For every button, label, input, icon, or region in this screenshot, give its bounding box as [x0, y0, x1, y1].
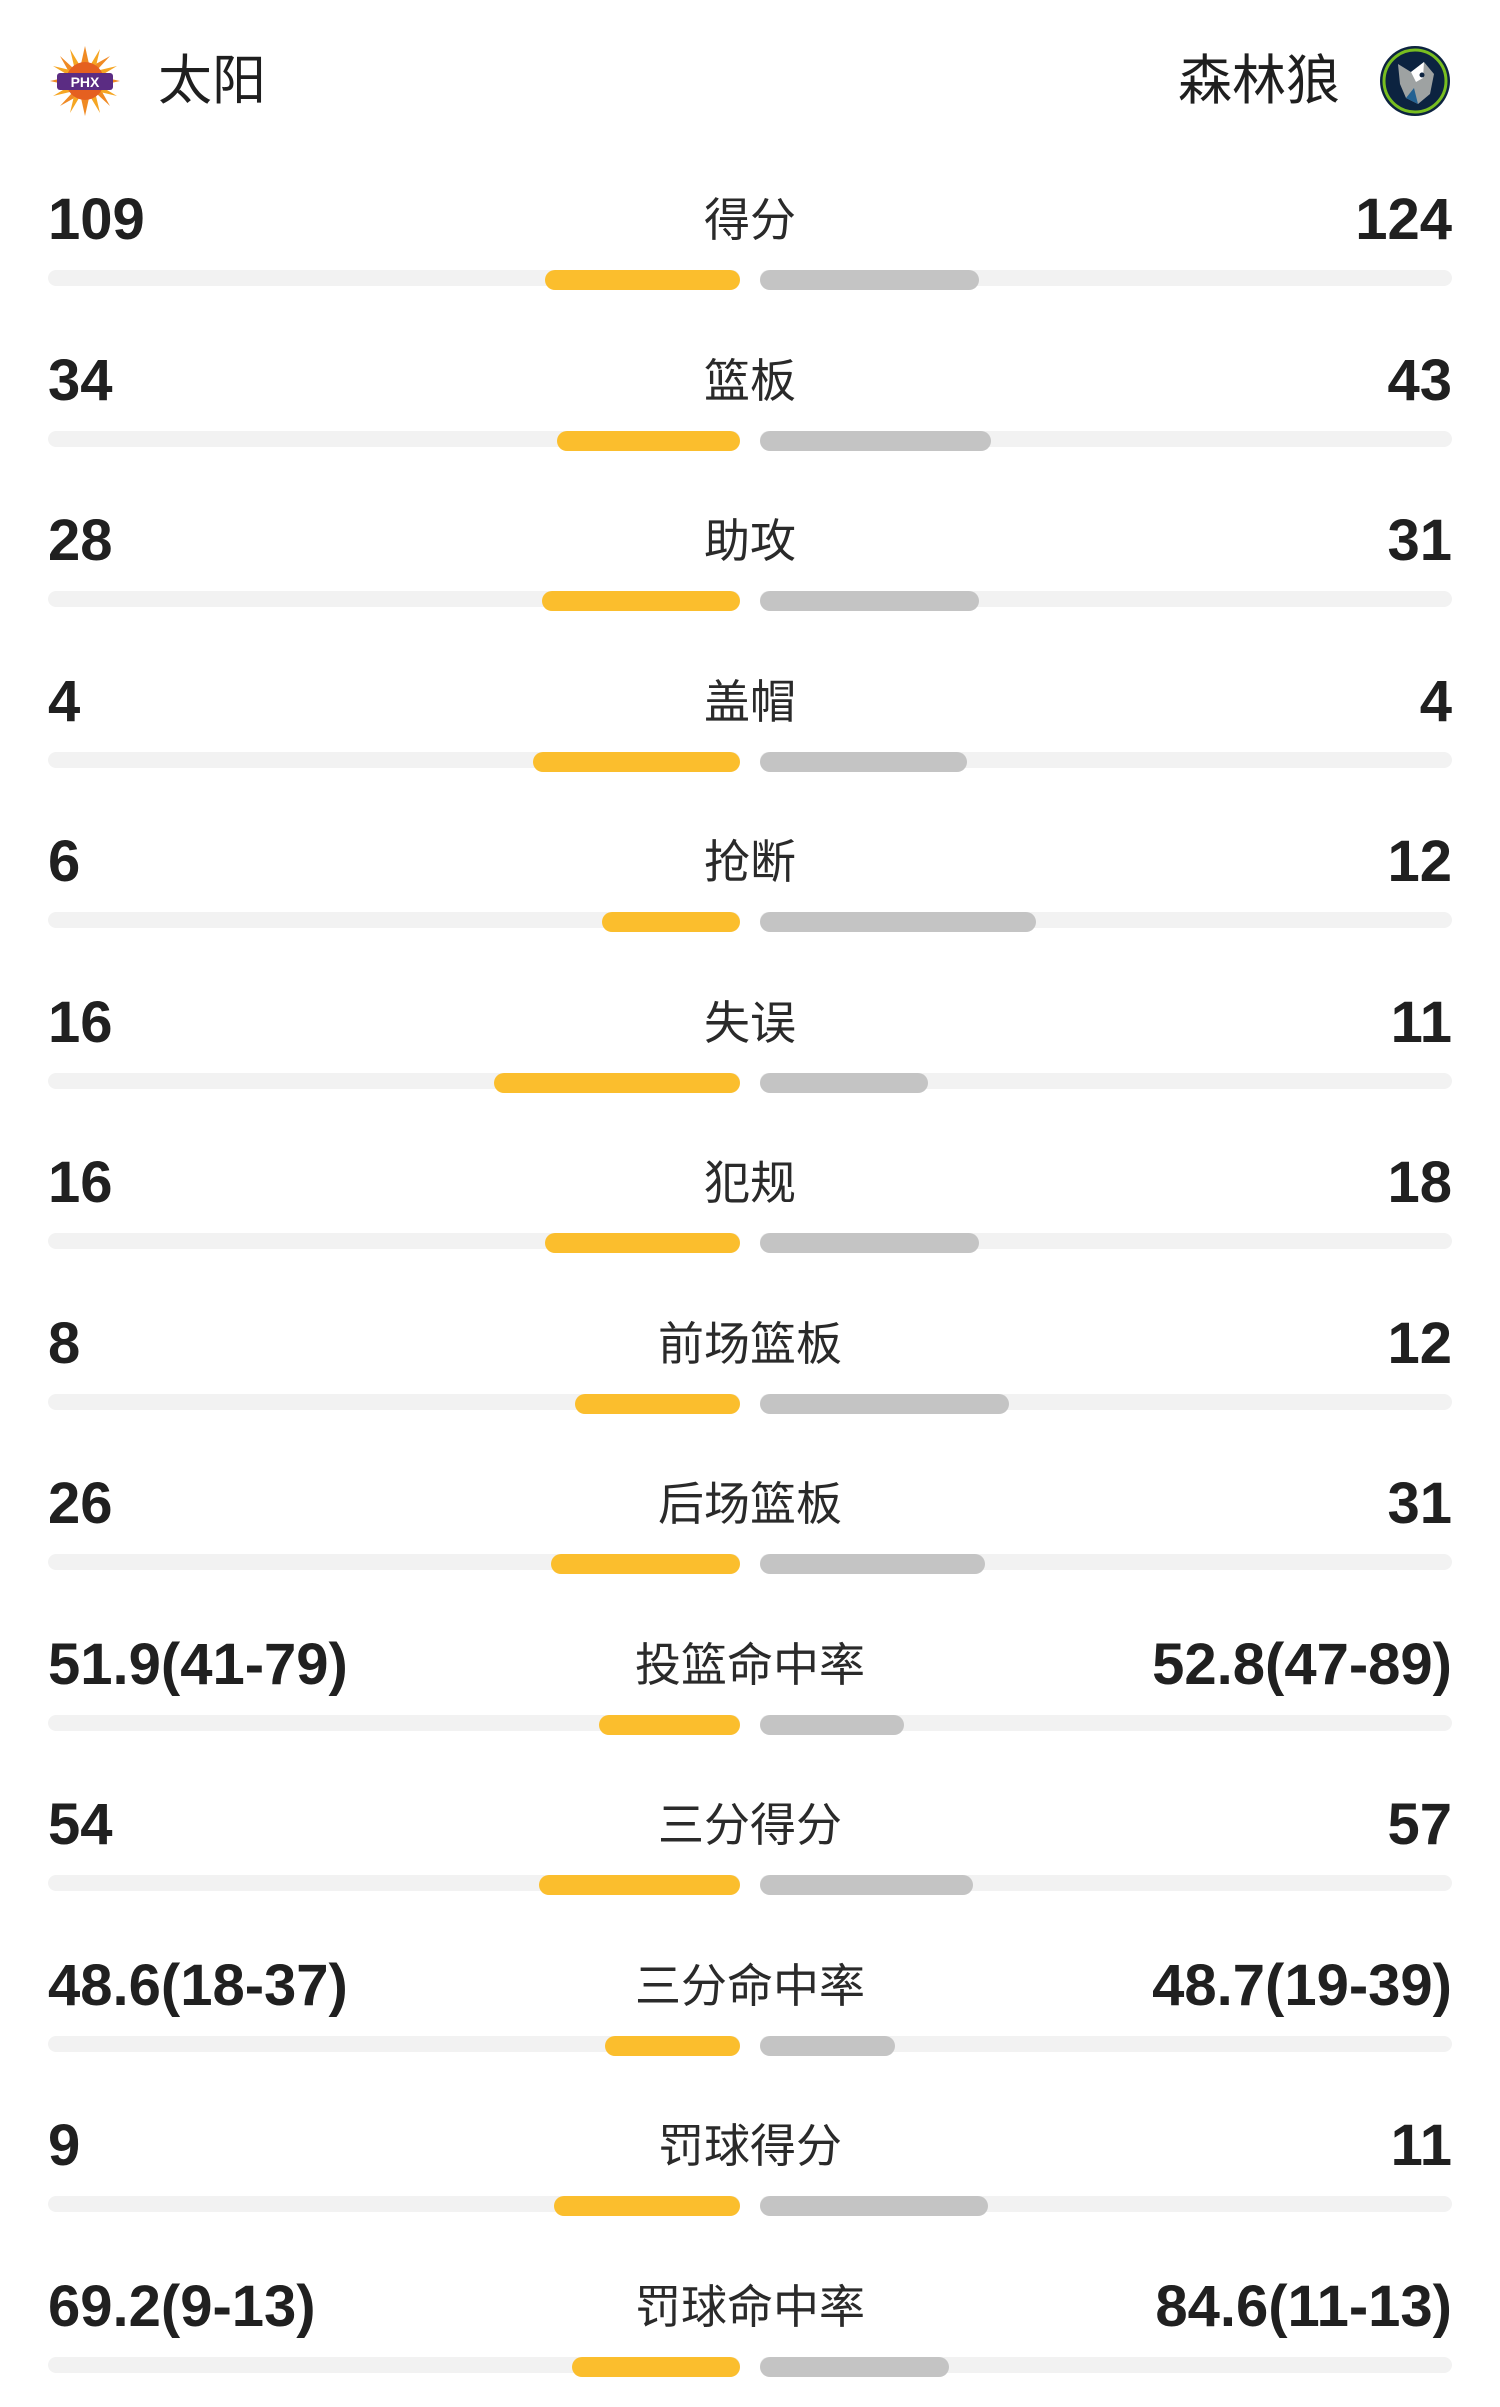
home-stat-bar [551, 1554, 740, 1574]
away-team-name[interactable]: 森林狼 [1178, 44, 1340, 118]
stat-label: 篮板 [500, 346, 1000, 416]
home-stat-value: 16 [48, 988, 113, 1058]
home-stat-value: 109 [48, 185, 145, 255]
away-stat-value: 124 [1355, 185, 1452, 255]
away-stat-bar [760, 1233, 979, 1253]
timberwolves-logo-icon[interactable] [1378, 44, 1452, 118]
away-stat-value: 84.6(11-13) [1155, 2272, 1452, 2342]
away-stat-bar [760, 1875, 973, 1895]
stat-label: 失误 [500, 988, 1000, 1058]
away-stat-value: 31 [1387, 1469, 1452, 1539]
away-stat-value: 57 [1387, 1790, 1452, 1860]
stat-row: 16 失误 11 [0, 963, 1500, 1124]
away-stat-value: 48.7(19-39) [1152, 1951, 1452, 2021]
stat-label: 犯规 [500, 1148, 1000, 1218]
stat-label: 投篮命中率 [500, 1630, 1000, 1700]
away-stat-value: 43 [1387, 346, 1452, 416]
home-stat-value: 48.6(18-37) [48, 1951, 348, 2021]
stat-row: 34 篮板 43 [0, 321, 1500, 482]
stat-row: 54 三分得分 57 [0, 1765, 1500, 1926]
away-stat-value: 31 [1387, 506, 1452, 576]
home-stat-value: 9 [48, 2111, 80, 2181]
away-stat-value: 12 [1387, 827, 1452, 897]
home-stat-value: 4 [48, 667, 80, 737]
home-stat-value: 26 [48, 1469, 113, 1539]
home-team-name[interactable]: 太阳 [158, 44, 266, 118]
home-stat-value: 28 [48, 506, 113, 576]
home-stat-bar [605, 2036, 740, 2056]
away-stat-bar [760, 912, 1036, 932]
stat-label: 抢断 [500, 827, 1000, 897]
stat-row: 4 盖帽 4 [0, 642, 1500, 803]
home-stat-bar [602, 912, 740, 932]
away-stat-bar [760, 2357, 949, 2377]
home-stat-bar [533, 752, 740, 772]
stat-label: 前场篮板 [500, 1309, 1000, 1379]
away-stat-bar [760, 431, 991, 451]
away-stat-bar [760, 2196, 988, 2216]
suns-logo-icon[interactable]: PHX [48, 44, 122, 118]
stat-label: 罚球命中率 [500, 2272, 1000, 2342]
home-stat-value: 6 [48, 827, 80, 897]
away-stat-bar [760, 752, 967, 772]
away-stat-value: 4 [1420, 667, 1452, 737]
stat-row: 51.9(41-79) 投篮命中率 52.8(47-89) [0, 1605, 1500, 1766]
stat-row: 8 前场篮板 12 [0, 1284, 1500, 1445]
away-stat-value: 11 [1391, 2111, 1452, 2181]
home-stat-bar [557, 431, 740, 451]
stat-label: 罚球得分 [500, 2111, 1000, 2181]
stat-label: 助攻 [500, 506, 1000, 576]
home-stat-bar [494, 1073, 740, 1093]
stat-row: 16 犯规 18 [0, 1123, 1500, 1284]
stat-row: 48.6(18-37) 三分命中率 48.7(19-39) [0, 1926, 1500, 2087]
home-stat-value: 16 [48, 1148, 113, 1218]
home-stat-bar [539, 1875, 740, 1895]
match-header: PHX 太阳 森林狼 [0, 0, 1500, 160]
away-stat-value: 12 [1387, 1309, 1452, 1379]
home-stat-value: 69.2(9-13) [48, 2272, 316, 2342]
stat-row: 109 得分 124 [0, 160, 1500, 321]
away-stat-bar [760, 1394, 1009, 1414]
away-stat-value: 52.8(47-89) [1152, 1630, 1452, 1700]
away-stat-value: 18 [1387, 1148, 1452, 1218]
stat-row: 28 助攻 31 [0, 481, 1500, 642]
stat-row: 9 罚球得分 11 [0, 2086, 1500, 2247]
stat-label: 后场篮板 [500, 1469, 1000, 1539]
stat-label: 得分 [500, 185, 1000, 255]
home-stat-value: 54 [48, 1790, 113, 1860]
home-stat-bar [545, 1233, 740, 1253]
away-stat-bar [760, 591, 979, 611]
away-stat-bar [760, 1073, 928, 1093]
home-stat-value: 34 [48, 346, 113, 416]
home-stat-bar [545, 270, 740, 290]
home-stat-value: 51.9(41-79) [48, 1630, 348, 1700]
away-stat-bar [760, 270, 979, 290]
stat-row: 69.2(9-13) 罚球命中率 84.6(11-13) [0, 2247, 1500, 2407]
stat-row: 26 后场篮板 31 [0, 1444, 1500, 1605]
home-stat-bar [575, 1394, 740, 1414]
home-stat-bar [572, 2357, 740, 2377]
stat-label: 三分命中率 [500, 1951, 1000, 2021]
away-stat-bar [760, 2036, 895, 2056]
away-stat-value: 11 [1391, 988, 1452, 1058]
home-stat-bar [542, 591, 740, 611]
away-stat-bar [760, 1554, 985, 1574]
home-stat-bar [554, 2196, 740, 2216]
stat-label: 三分得分 [500, 1790, 1000, 1860]
svg-text:PHX: PHX [71, 74, 100, 90]
stat-row: 6 抢断 12 [0, 802, 1500, 963]
home-stat-bar [599, 1715, 740, 1735]
home-stat-value: 8 [48, 1309, 80, 1379]
away-stat-bar [760, 1715, 904, 1735]
stat-label: 盖帽 [500, 667, 1000, 737]
